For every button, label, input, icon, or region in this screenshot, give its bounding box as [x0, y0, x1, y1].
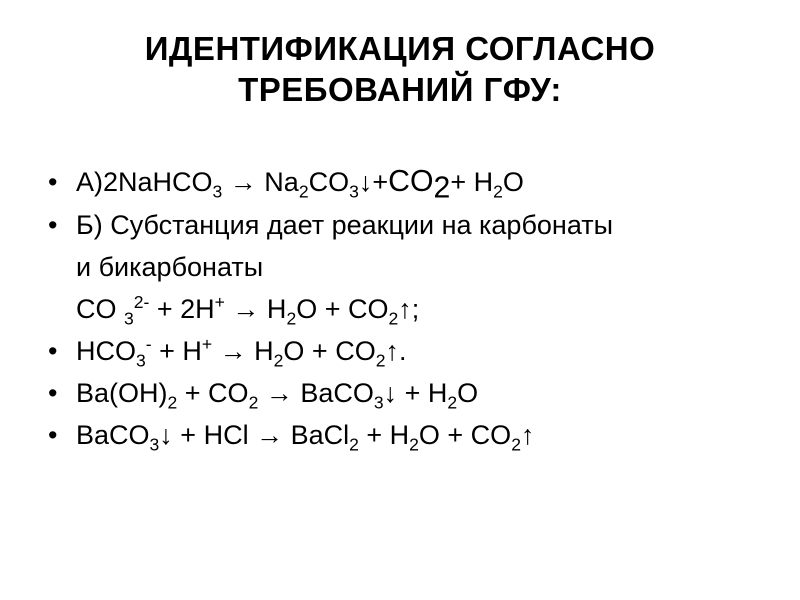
equation-line-4: • HCO3- + H+ → H2O + CO2↑.: [48, 331, 752, 373]
equation-6-text: BaCO3↓ + HCl → BaCl2 + H2O + CO2↑: [76, 415, 534, 457]
equation-line-5: • Ba(OH)2 + CO2 → BaCO3↓ + H2O: [48, 373, 752, 415]
equation-5-text: Ba(OH)2 + CO2 → BaCO3↓ + H2O: [76, 373, 478, 415]
text-2b: и бикарбонаты: [76, 247, 263, 289]
bullet-icon: •: [48, 331, 76, 373]
bullet-icon: •: [48, 205, 76, 247]
equation-line-1: • А)2NaHCO3 → Na2CO3↓+CO2+ H2O: [48, 159, 752, 206]
slide-title: ИДЕНТИФИКАЦИЯ СОГЛАСНО ТРЕБОВАНИЙ ГФУ:: [48, 28, 752, 111]
title-line-1: ИДЕНТИФИКАЦИЯ СОГЛАСНО: [145, 30, 656, 67]
text-line-2b: и бикарбонаты: [48, 247, 752, 289]
equation-line-6: • BaCO3↓ + HCl → BaCl2 + H2O + CO2↑: [48, 415, 752, 457]
equation-line-3: CO 32- + 2H+ → H2O + CO2↑;: [48, 289, 752, 331]
bullet-icon: •: [48, 373, 76, 415]
text-2a: Б) Субстанция дает реакции на карбонаты: [76, 205, 613, 247]
slide: ИДЕНТИФИКАЦИЯ СОГЛАСНО ТРЕБОВАНИЙ ГФУ: •…: [0, 0, 800, 600]
title-line-2: ТРЕБОВАНИЙ ГФУ:: [238, 71, 562, 108]
bullet-icon: •: [48, 415, 76, 457]
equation-3-text: CO 32- + 2H+ → H2O + CO2↑;: [76, 289, 419, 331]
equation-4-text: HCO3- + H+ → H2O + CO2↑.: [76, 331, 406, 373]
slide-body: • А)2NaHCO3 → Na2CO3↓+CO2+ H2O • Б) Субс…: [48, 159, 752, 457]
text-line-2a: • Б) Субстанция дает реакции на карбонат…: [48, 205, 752, 247]
bullet-icon: •: [48, 162, 76, 204]
equation-1-text: А)2NaHCO3 → Na2CO3↓+CO2+ H2O: [76, 159, 524, 206]
